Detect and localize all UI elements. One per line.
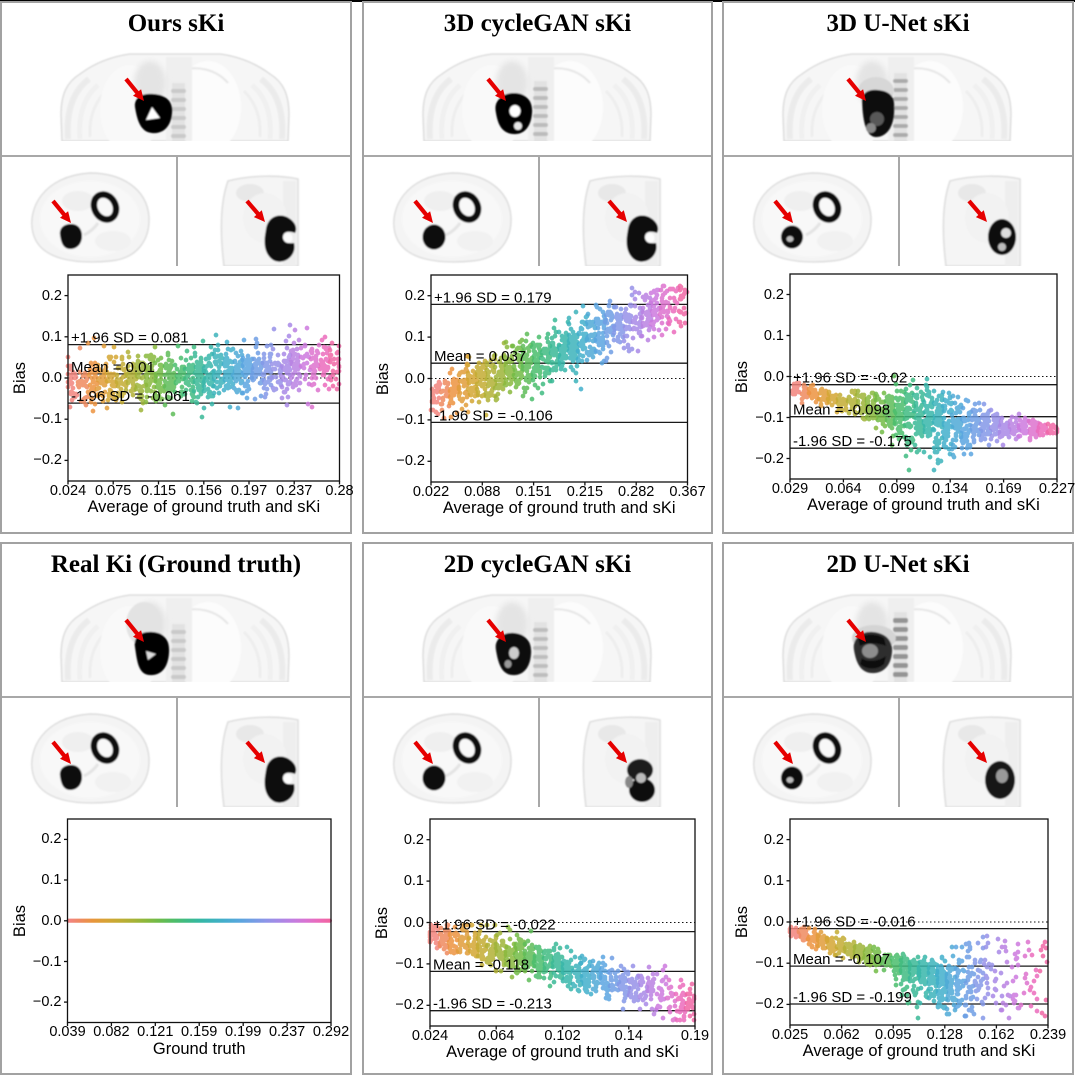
svg-text:-1.96 SD = -0.213: -1.96 SD = -0.213 [433,996,552,1013]
svg-text:Mean = -0.107: Mean = -0.107 [793,951,890,968]
svg-text:-1.96 SD = -0.106: -1.96 SD = -0.106 [434,407,553,424]
svg-text:Mean = -0.118: Mean = -0.118 [433,956,529,973]
svg-text:+1.96 SD = -0.02: +1.96 SD = -0.02 [793,370,907,387]
svg-text:Mean = 0.037: Mean = 0.037 [434,348,526,365]
svg-text:+1.96 SD = 0.081: +1.96 SD = 0.081 [71,330,189,347]
svg-text:-1.96 SD = -0.061: -1.96 SD = -0.061 [71,388,190,405]
svg-text:+1.96 SD = 0.179: +1.96 SD = 0.179 [434,289,552,306]
svg-text:-1.96 SD = -0.175: -1.96 SD = -0.175 [793,433,912,450]
svg-text:-1.96 SD = -0.199: -1.96 SD = -0.199 [793,989,912,1006]
svg-text:Mean = -0.098: Mean = -0.098 [793,402,890,419]
svg-text:+1.96 SD = -0.022: +1.96 SD = -0.022 [433,917,556,934]
svg-text:+1.96 SD = -0.016: +1.96 SD = -0.016 [793,914,916,931]
svg-text:Mean = 0.01: Mean = 0.01 [71,359,155,376]
